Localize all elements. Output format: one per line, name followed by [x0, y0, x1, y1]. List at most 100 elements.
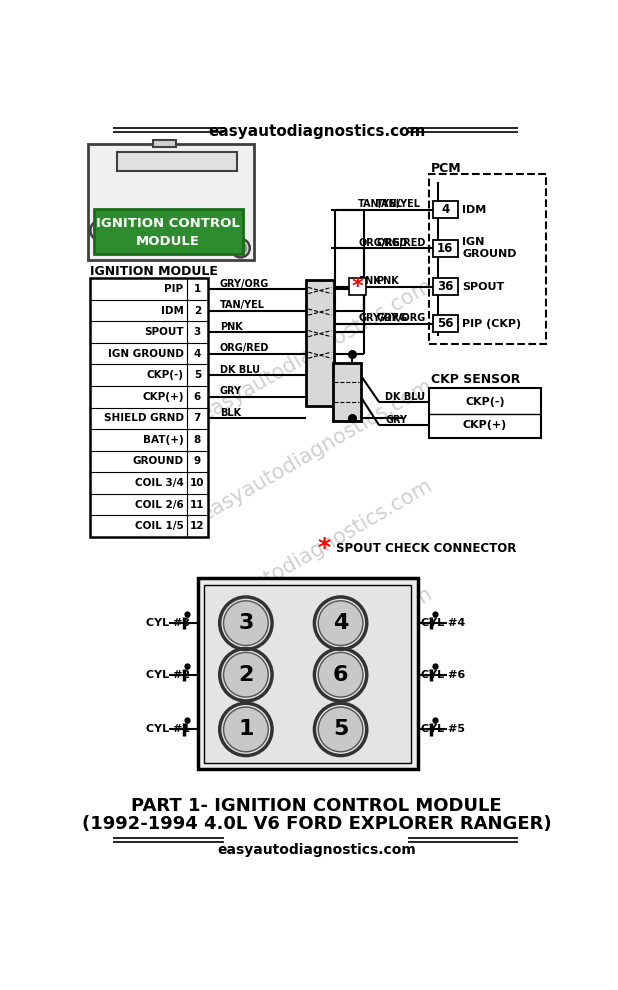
Text: PNK: PNK [376, 276, 399, 286]
Text: 2: 2 [238, 664, 253, 685]
Bar [433, 278, 458, 295]
Bar [117, 151, 237, 171]
Text: CYL #5: CYL #5 [421, 725, 465, 735]
Text: PART 1- IGNITION CONTROL MODULE: PART 1- IGNITION CONTROL MODULE [132, 797, 502, 816]
Text: 4: 4 [193, 348, 201, 358]
Text: CKP(-): CKP(-) [146, 370, 184, 380]
Text: 16: 16 [437, 242, 454, 254]
Bar [306, 280, 334, 406]
Bar [205, 585, 412, 763]
Text: CYL #3: CYL #3 [146, 618, 190, 628]
Text: BLK: BLK [220, 408, 241, 418]
Text: PIP (CKP): PIP (CKP) [462, 319, 522, 329]
Circle shape [224, 707, 268, 751]
Text: CKP(+): CKP(+) [142, 392, 184, 402]
Bar [88, 145, 253, 259]
Text: *: * [352, 276, 363, 297]
Bar [90, 278, 208, 537]
Bar [94, 209, 243, 253]
Text: 5: 5 [194, 370, 201, 380]
Text: 6: 6 [194, 392, 201, 402]
Text: IGNITION MODULE: IGNITION MODULE [90, 264, 218, 278]
Text: SPOUT: SPOUT [144, 327, 184, 337]
Text: SPOUT: SPOUT [462, 282, 504, 292]
Bar [429, 388, 541, 439]
Circle shape [93, 224, 108, 238]
Text: SHIELD GRND: SHIELD GRND [103, 414, 184, 424]
Text: GRY/ORG: GRY/ORG [376, 313, 425, 323]
Text: COIL 1/5: COIL 1/5 [135, 521, 184, 531]
Circle shape [318, 652, 363, 697]
Text: CKP(+): CKP(+) [463, 421, 507, 431]
Text: CKP SENSOR: CKP SENSOR [431, 372, 520, 385]
Text: 1: 1 [238, 720, 253, 740]
Text: easyautodiagnostics.com: easyautodiagnostics.com [197, 375, 436, 525]
Circle shape [318, 601, 363, 645]
Text: TAN/YEL: TAN/YEL [358, 199, 404, 209]
Text: GRY: GRY [220, 386, 242, 396]
Circle shape [224, 601, 268, 645]
Text: 6: 6 [333, 664, 349, 685]
Text: *: * [317, 537, 330, 560]
Text: TAN/YEL: TAN/YEL [220, 300, 265, 310]
Text: (1992-1994 4.0L V6 FORD EXPLORER RANGER): (1992-1994 4.0L V6 FORD EXPLORER RANGER) [82, 815, 551, 834]
Text: easyautodiagnostics.com: easyautodiagnostics.com [197, 475, 436, 625]
Text: CYL #4: CYL #4 [421, 618, 466, 628]
Text: 5: 5 [333, 720, 349, 740]
Bar [433, 240, 458, 256]
Text: BAT(+): BAT(+) [143, 435, 184, 445]
Text: DK BLU: DK BLU [385, 392, 425, 402]
Text: 56: 56 [437, 317, 454, 330]
Text: CYL #6: CYL #6 [421, 670, 466, 680]
Bar [433, 315, 458, 332]
Text: TAN/YEL: TAN/YEL [376, 199, 421, 209]
Circle shape [224, 652, 268, 697]
Bar [429, 174, 546, 344]
Bar [349, 278, 366, 295]
Text: 7: 7 [193, 414, 201, 424]
Text: 12: 12 [190, 521, 205, 531]
Text: 11: 11 [190, 500, 205, 510]
Circle shape [318, 707, 363, 751]
Text: 9: 9 [194, 456, 201, 466]
Text: 10: 10 [190, 478, 205, 488]
Text: 3: 3 [194, 327, 201, 337]
Text: PNK: PNK [220, 322, 242, 332]
Text: GROUND: GROUND [132, 456, 184, 466]
Text: IDM: IDM [161, 306, 184, 316]
Text: CYL #1: CYL #1 [146, 725, 190, 735]
Circle shape [234, 242, 247, 254]
Text: 4: 4 [441, 203, 449, 216]
Text: COIL 2/6: COIL 2/6 [135, 500, 184, 510]
Text: 36: 36 [437, 280, 454, 293]
Text: ORG/RED: ORG/RED [220, 344, 269, 353]
Bar [433, 201, 458, 218]
Text: CKP(-): CKP(-) [465, 397, 505, 407]
Text: PNK: PNK [358, 276, 381, 286]
Text: 4: 4 [333, 613, 349, 634]
Text: easyautodiagnostics.com: easyautodiagnostics.com [197, 275, 436, 425]
Text: ORG/RED: ORG/RED [358, 238, 408, 248]
Text: GRY/ORG: GRY/ORG [358, 313, 407, 323]
Text: 8: 8 [194, 435, 201, 445]
Text: CYL #2: CYL #2 [146, 670, 190, 680]
Bar [153, 141, 176, 147]
Text: COIL 3/4: COIL 3/4 [135, 478, 184, 488]
Text: easyautodiagnostics.com: easyautodiagnostics.com [208, 124, 425, 139]
Text: easyautodiagnostics.com: easyautodiagnostics.com [197, 583, 436, 733]
Text: IGN GROUND: IGN GROUND [108, 348, 184, 358]
Text: 2: 2 [194, 306, 201, 316]
Text: GRY/ORG: GRY/ORG [220, 278, 269, 288]
Text: IGN
GROUND: IGN GROUND [462, 237, 517, 259]
Text: IGNITION CONTROL
MODULE: IGNITION CONTROL MODULE [96, 217, 240, 248]
Text: DK BLU: DK BLU [220, 365, 260, 375]
Text: 3: 3 [238, 613, 253, 634]
Bar [198, 578, 418, 769]
Text: PIP: PIP [164, 284, 184, 294]
Text: ORG/RED: ORG/RED [376, 238, 425, 248]
Text: GRY: GRY [385, 415, 407, 425]
Text: easyautodiagnostics.com: easyautodiagnostics.com [218, 843, 416, 857]
Text: SPOUT CHECK CONNECTOR: SPOUT CHECK CONNECTOR [336, 542, 517, 555]
Text: PCM: PCM [431, 161, 461, 174]
Bar [333, 363, 361, 422]
